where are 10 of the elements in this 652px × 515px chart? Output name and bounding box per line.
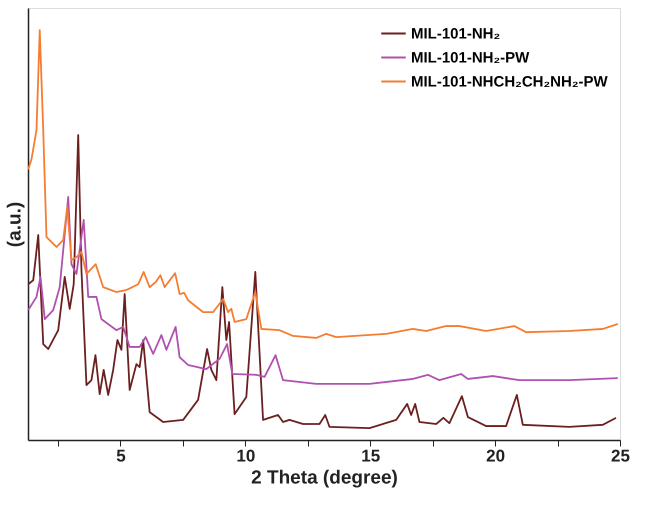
x-tick-label: 5 — [116, 446, 126, 466]
y-axis-title: (a.u.) — [4, 202, 26, 248]
legend-label: MIL-101-NH₂-PW — [411, 50, 530, 66]
x-tick-label: 25 — [611, 446, 630, 466]
x-tick-label: 10 — [236, 446, 256, 466]
x-tick-label: 20 — [486, 446, 506, 466]
x-tick-label: 15 — [361, 446, 380, 466]
x-axis-title: 2 Theta (degree) — [251, 468, 398, 488]
legend-label: MIL-101-NHCH₂CH₂NH₂-PW — [411, 74, 608, 90]
legend-label: MIL-101-NH₂ — [411, 26, 500, 42]
